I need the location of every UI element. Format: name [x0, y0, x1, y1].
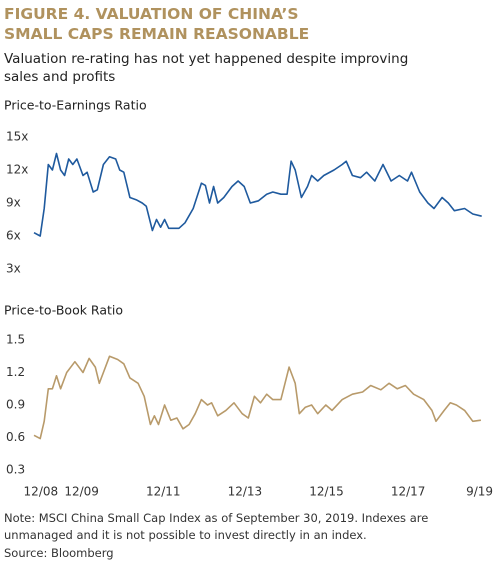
y-tick-label: 12x	[6, 163, 28, 177]
panel-title: Price-to-Earnings Ratio	[4, 98, 147, 113]
x-tick-label: 9/19	[466, 485, 493, 499]
subtitle: Valuation re-rating has not yet happened…	[4, 51, 409, 85]
x-tick-label: 12/08	[24, 485, 59, 499]
y-tick-label: 0.6	[6, 430, 25, 444]
panel-title: Price-to-Book Ratio	[4, 303, 123, 318]
x-tick-label: 12/17	[391, 485, 426, 499]
figure-title: FIGURE 4. VALUATION OF CHINA’S SMALL CAP…	[4, 5, 310, 43]
y-tick-label: 9x	[6, 196, 21, 210]
y-tick-label: 3x	[6, 262, 21, 276]
x-tick-label: 12/09	[64, 485, 99, 499]
y-tick-label: 1.2	[6, 365, 25, 379]
y-tick-label: 0.3	[6, 463, 25, 477]
data-line	[33, 355, 482, 440]
x-tick-label: 12/15	[309, 485, 344, 499]
y-tick-label: 1.5	[6, 333, 25, 347]
x-tick-label: 12/13	[228, 485, 263, 499]
note: Note: MSCI China Small Cap Index as of S…	[4, 511, 429, 542]
source: Source: Bloomberg	[4, 546, 114, 560]
x-tick-label: 12/11	[146, 485, 181, 499]
y-tick-label: 15x	[6, 130, 28, 144]
data-line	[33, 152, 482, 237]
y-tick-label: 6x	[6, 229, 21, 243]
y-tick-label: 0.9	[6, 398, 25, 412]
